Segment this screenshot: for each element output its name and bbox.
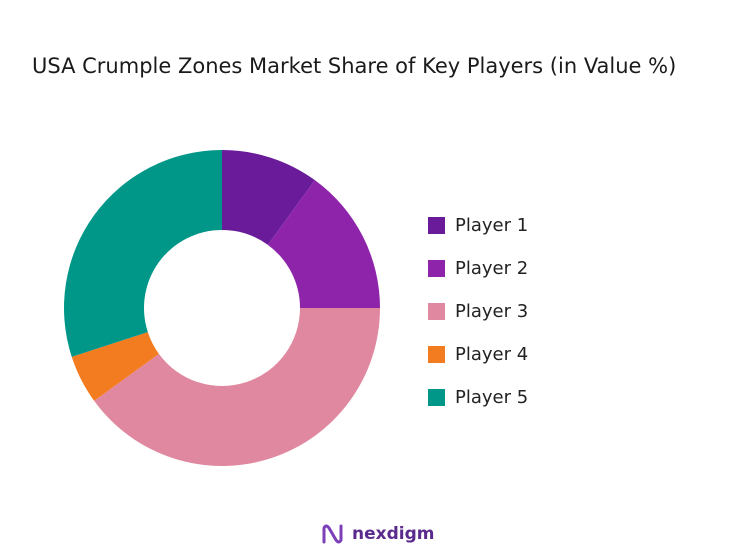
legend-swatch — [428, 217, 445, 234]
legend-label: Player 4 — [455, 344, 529, 365]
legend-swatch — [428, 303, 445, 320]
legend-item: Player 5 — [428, 387, 528, 408]
legend-label: Player 2 — [455, 258, 529, 279]
slice-player-4 — [71, 332, 159, 401]
legend-swatch — [428, 260, 445, 277]
legend-label: Player 1 — [455, 215, 529, 236]
brand-logo: nexdigm — [320, 522, 434, 546]
legend-swatch — [428, 346, 445, 363]
slice-player-5 — [63, 150, 223, 357]
legend-item: Player 1 — [428, 215, 528, 236]
slice-player-1 — [222, 150, 315, 245]
legend-label: Player 5 — [455, 387, 529, 408]
slice-player-2 — [267, 180, 380, 308]
legend-item: Player 3 — [428, 301, 528, 322]
legend-item: Player 4 — [428, 344, 528, 365]
brand-name: nexdigm — [352, 524, 435, 544]
legend-label: Player 3 — [455, 301, 529, 322]
chart-title: USA Crumple Zones Market Share of Key Pl… — [32, 54, 677, 78]
slice-player-3 — [94, 308, 380, 466]
legend-item: Player 2 — [428, 258, 528, 279]
nexdigm-logo-icon — [322, 524, 343, 544]
legend-swatch — [428, 389, 445, 406]
